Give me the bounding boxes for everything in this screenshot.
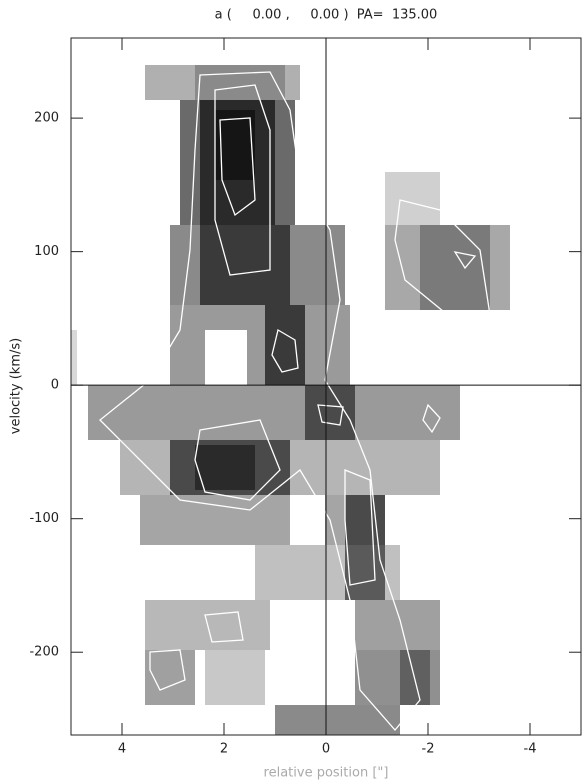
- x-tick-label: 4: [118, 742, 126, 757]
- chart-title: a ( 0.00 , 0.00 ) PA= 135.00: [215, 8, 438, 23]
- x-tick-label: -2: [422, 742, 435, 757]
- y-tick-label: 0: [51, 378, 59, 393]
- x-tick-label: 0: [322, 742, 330, 757]
- x-axis-label: relative position ["]: [264, 766, 389, 781]
- y-axis-label: velocity (km/s): [9, 338, 24, 434]
- intensity-map: [71, 65, 510, 735]
- x-tick-label: -4: [524, 742, 537, 757]
- y-tick-label: 200: [34, 111, 59, 126]
- x-tick-label: 2: [220, 742, 228, 757]
- y-tick-label: -200: [29, 645, 59, 660]
- y-tick-label: 100: [34, 244, 59, 259]
- y-tick-label: -100: [29, 511, 59, 526]
